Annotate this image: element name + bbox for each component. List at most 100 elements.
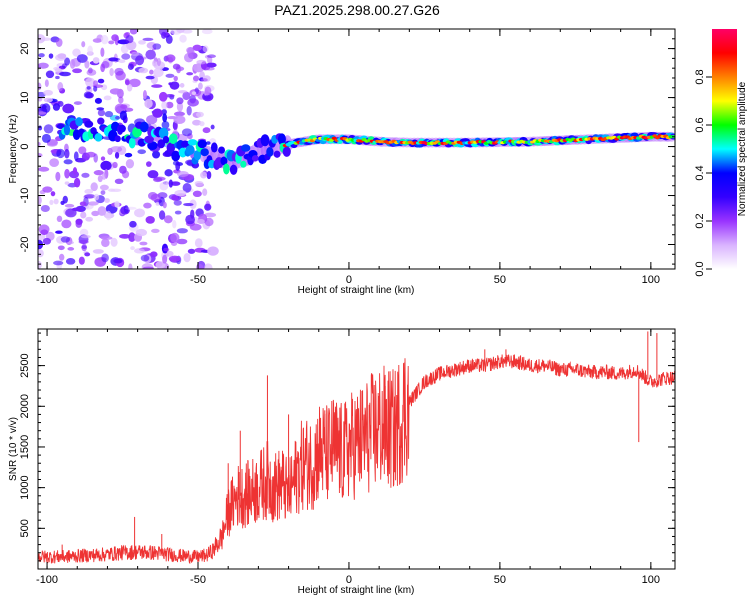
spectrogram-cell (114, 135, 121, 143)
spectrogram-cell (210, 124, 215, 130)
spectrogram-cell (161, 120, 170, 130)
spectrogram-cell (266, 146, 274, 157)
spectrogram-cell (176, 238, 188, 245)
spectrogram-cell (260, 134, 270, 147)
spectrogram-cell (153, 177, 163, 183)
spectrogram-cell (119, 165, 127, 174)
spectrogram-cell (206, 62, 217, 68)
spectrogram-cell (199, 121, 205, 127)
spectrogram-cell (101, 34, 109, 45)
spectrogram-cell (206, 54, 217, 58)
spectrogram-cell (130, 246, 135, 251)
spectrogram-cell (198, 82, 203, 90)
spectrogram-cell (53, 260, 64, 266)
spectrogram-cell (84, 120, 94, 128)
spectrogram-cell (162, 113, 168, 123)
spectrogram-cell (177, 90, 188, 94)
spectrogram-cell (60, 236, 71, 243)
spectrogram-cell (174, 210, 182, 215)
spectrogram-cell (90, 182, 98, 192)
spectrogram-cell (61, 219, 72, 229)
colorbar-tick-label: 0.6 (694, 117, 706, 132)
spectrogram-cell (192, 190, 202, 198)
spectrogram-cell (114, 200, 120, 208)
spectrogram-cell (171, 194, 179, 201)
spectrogram-cell (194, 238, 203, 248)
spectrogram-cell (134, 208, 146, 218)
spectrogram-cell (176, 29, 185, 34)
colorbar-ticks: 0.0 0.2 0.4 0.6 0.8 (694, 69, 712, 277)
spectrogram-cell (124, 152, 133, 158)
spectrogram-cell (187, 248, 196, 254)
colorbar-tick-label: 0.8 (694, 69, 706, 84)
spectrogram-cell (38, 260, 42, 269)
spectrogram-cell (42, 237, 52, 245)
spectrogram-cell (170, 232, 180, 243)
spectrogram-cell (119, 124, 126, 133)
spectrogram-cell (241, 144, 251, 152)
spectrogram-cell (100, 190, 106, 195)
spectrogram-cell (64, 168, 70, 179)
spectrogram-cell (204, 212, 217, 218)
spectrogram-cell (63, 124, 71, 136)
spectrogram-cell (165, 73, 175, 78)
spectrogram-cell (44, 79, 49, 88)
spectrogram-cell (174, 189, 187, 197)
spectrogram-cell (101, 238, 110, 248)
spectrogram-cell (181, 128, 193, 137)
spectrogram-cell (196, 111, 204, 118)
y-tick-label: 10 (19, 91, 31, 103)
spectrogram-cell (84, 252, 91, 257)
spectrogram-cell (87, 45, 93, 55)
spectrogram-cell (165, 34, 173, 44)
spectrogram-cell (202, 127, 211, 134)
spectrogram-cell (147, 141, 158, 150)
spectrogram-cell (101, 253, 109, 263)
spectrogram-cell (128, 78, 141, 88)
spectrogram-cell (112, 161, 118, 169)
spectrogram-cell (151, 84, 163, 88)
spectrogram-cell (138, 40, 146, 45)
spectrogram-cell (103, 95, 112, 101)
spectrogram-cell (110, 237, 118, 247)
spectrogram-cell (183, 252, 191, 263)
spectrogram-cell (57, 81, 64, 92)
spectrogram-cell (135, 55, 145, 66)
colorbar (712, 29, 737, 269)
spectrogram-cell (218, 146, 226, 154)
spectrogram-cell (101, 173, 107, 180)
spectrogram-xlabel: Height of straight line (km) (298, 285, 415, 296)
spectrogram-cell (195, 263, 204, 269)
spectrogram-cell (186, 72, 194, 76)
spectrogram-cell (176, 101, 184, 112)
spectrogram-cell (204, 66, 215, 71)
spectrogram-cell (229, 164, 238, 175)
spectrogram-cell (153, 67, 164, 78)
spectrogram-cell (97, 175, 103, 183)
spectrogram-cell (193, 150, 202, 161)
spectrogram-cell (139, 241, 148, 246)
spectrogram-cell (192, 119, 202, 126)
spectrogram-cell (156, 58, 161, 67)
spectrogram-cell (59, 71, 71, 77)
spectrogram-cell (149, 69, 154, 75)
spectrogram-cell (192, 75, 200, 82)
spectrogram-cell (109, 68, 114, 77)
spectrogram-cell (277, 133, 286, 146)
spectrogram-cell (100, 160, 112, 171)
spectrogram-cell (204, 217, 214, 227)
spectrogram-cell (62, 103, 75, 114)
snr-axes: -100 -50 0 50 100 500 1000 1500 2000 2500 (19, 329, 675, 586)
spectrogram-cell (63, 159, 73, 165)
spectrogram-cell (120, 44, 129, 54)
spectrogram-plot-area (38, 29, 675, 269)
spectrogram-cell (38, 195, 42, 205)
spectrogram-cell (150, 193, 161, 202)
x-tick-label: 50 (494, 274, 506, 286)
spectrogram-cell (119, 233, 131, 239)
spectrogram-cell (38, 142, 41, 147)
spectrogram-cell (65, 257, 76, 265)
spectrogram-cell (100, 236, 113, 240)
spectrogram-cell (88, 67, 93, 74)
spectrogram-cell (204, 203, 212, 211)
